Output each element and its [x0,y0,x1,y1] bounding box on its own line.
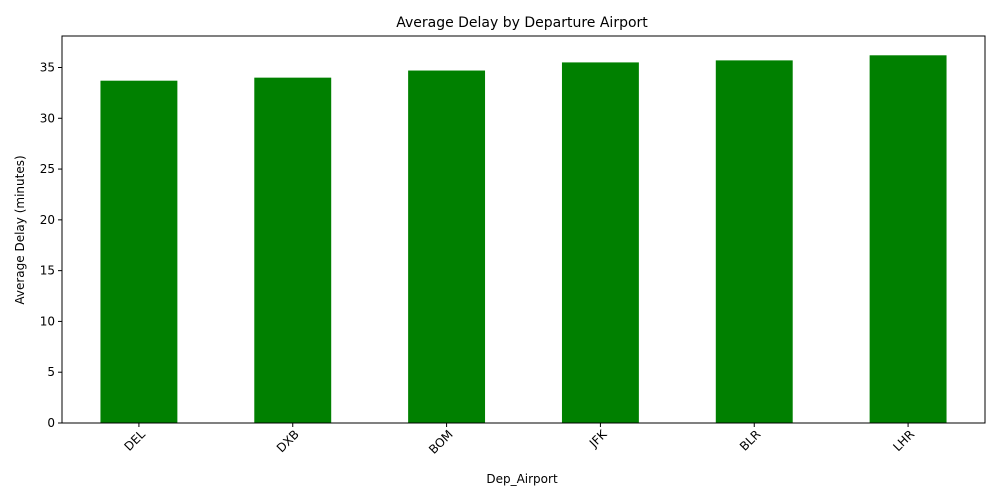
x-tick-label: BLR [737,427,763,453]
bar-del [100,80,178,423]
y-tick-label: 35 [40,60,55,74]
x-axis-label: Dep_Airport [486,472,558,486]
bar-jfk [561,62,639,423]
bar-blr [715,60,793,423]
chart-title: Average Delay by Departure Airport [396,15,648,31]
y-tick-label: 20 [40,213,55,227]
y-tick-label: 10 [40,314,55,328]
bar-lhr [869,55,947,423]
y-tick-label: 0 [47,416,55,430]
y-tick-label: 5 [47,365,55,379]
x-tick-label: DEL [122,427,149,454]
y-axis-label: Average Delay (minutes) [13,155,27,304]
x-tick-label: DXB [274,427,302,455]
bars-group [100,55,947,424]
plot-frame [61,35,986,424]
y-tick-label: 15 [40,264,55,278]
bar-dxb [254,77,332,424]
x-tick-label: BOM [426,427,456,457]
x-tick-label: JFK [586,426,610,450]
x-axis: DEL DXB BOM JFK BLR LHR [122,423,917,457]
y-tick-label: 25 [40,162,55,176]
y-axis: 0 5 10 15 20 25 30 35 [40,60,62,430]
y-tick-label: 30 [40,111,55,125]
bar-bom [408,70,486,423]
x-tick-label: LHR [890,427,917,454]
